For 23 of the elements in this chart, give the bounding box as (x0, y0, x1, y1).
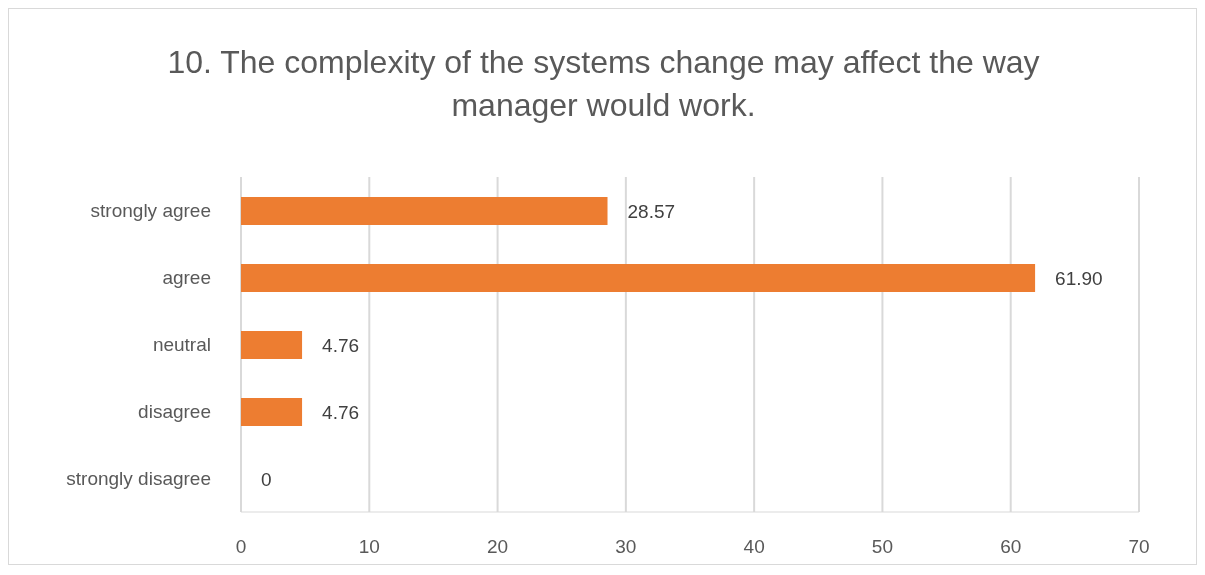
x-tick-label: 40 (743, 536, 765, 558)
y-tick-label: strongly disagree (66, 468, 211, 490)
chart-title: 10. The complexity of the systems change may affect the way manager would work. (166, 43, 1041, 125)
x-tick-label: 50 (871, 536, 893, 558)
x-tick-label: 30 (615, 536, 637, 558)
x-tick-label: 70 (1128, 536, 1150, 558)
y-tick-label: agree (162, 267, 211, 289)
data-label: 61.90 (1055, 267, 1103, 289)
bar (241, 197, 608, 225)
x-tick-label: 0 (235, 536, 247, 558)
y-tick-label: strongly agree (90, 200, 211, 222)
y-tick-label: disagree (138, 401, 211, 423)
bar (241, 398, 303, 426)
data-label: 28.57 (627, 200, 676, 222)
bar (241, 264, 1036, 292)
x-tick-label: 20 (487, 536, 509, 558)
data-label: 4.76 (322, 334, 360, 356)
y-tick-label: neutral (152, 334, 211, 356)
x-tick-label: 60 (1000, 536, 1022, 558)
data-label: 0 (261, 468, 272, 490)
data-label: 4.76 (322, 401, 360, 423)
bar (241, 331, 303, 359)
x-tick-label: 10 (358, 536, 380, 558)
